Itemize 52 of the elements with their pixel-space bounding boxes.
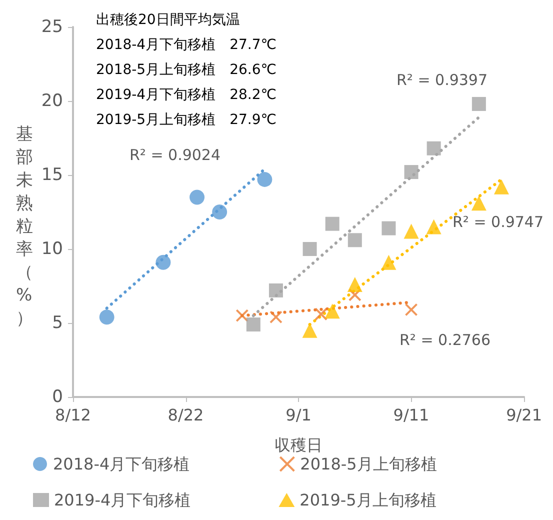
annotation: R² = 0.9747 <box>452 213 544 231</box>
point <box>426 141 441 156</box>
y-tick-label: 25 <box>41 17 63 37</box>
legend-label: 2018-4月下旬移植 <box>53 454 190 474</box>
legend-label: 2019-4月下旬移植 <box>54 490 191 510</box>
point <box>269 310 282 324</box>
point <box>404 224 419 239</box>
chart-title: 出穂後20日間平均気温 <box>96 12 240 28</box>
annotation: 2019-4月下旬移植 28.2℃ <box>96 87 276 103</box>
y-tick-label: 0 <box>52 387 63 407</box>
point <box>404 165 418 180</box>
x-tick-label: 8/22 <box>168 406 204 424</box>
x-tick-label: 9/21 <box>506 406 542 424</box>
legend-label: 2018-5月上旬移植 <box>300 454 437 474</box>
point <box>381 254 396 270</box>
point <box>246 317 260 332</box>
point <box>347 277 362 292</box>
point <box>268 283 283 298</box>
y-tick-label: 5 <box>52 313 63 333</box>
x-tick-label: 8/12 <box>55 406 91 424</box>
y-tick-label: 15 <box>41 165 63 185</box>
point <box>302 242 317 256</box>
annotation: 2019-5月上旬移植 27.9℃ <box>96 112 276 128</box>
point <box>348 233 362 248</box>
point <box>472 96 486 111</box>
point <box>302 322 318 338</box>
point <box>314 308 328 321</box>
annotation: R² = 0.2766 <box>399 331 491 349</box>
point <box>190 190 205 205</box>
legend-label: 2019-5月上旬移植 <box>300 490 436 510</box>
point <box>426 219 442 234</box>
point <box>236 309 249 322</box>
y-tick-label: 10 <box>41 239 63 259</box>
point <box>325 216 340 231</box>
x-tick-label: 9/1 <box>286 406 312 424</box>
point <box>324 304 340 319</box>
annotation: R² = 0.9024 <box>129 146 221 164</box>
annotation: 2018-5月上旬移植 26.6℃ <box>96 62 276 78</box>
x-axis-title: 収穫日 <box>274 436 323 454</box>
point <box>382 221 396 236</box>
point <box>99 310 114 325</box>
point <box>156 254 171 270</box>
x-tick-label: 9/11 <box>393 406 430 424</box>
annotation: R² = 0.9397 <box>396 71 488 89</box>
point <box>212 204 228 220</box>
point <box>257 172 272 187</box>
text: 基部未熟粒率（%） <box>16 124 33 328</box>
point <box>404 303 418 316</box>
point <box>471 196 486 211</box>
annotation: 2018-4月下旬移植 27.7℃ <box>96 37 276 53</box>
y-tick-label: 20 <box>41 91 63 111</box>
point <box>494 179 509 194</box>
